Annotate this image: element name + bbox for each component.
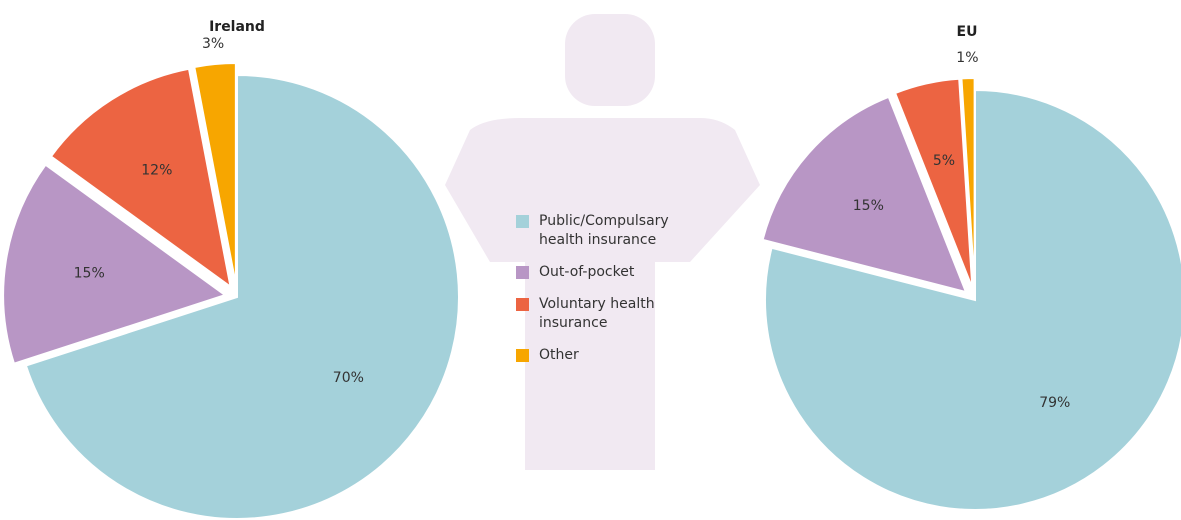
legend: Public/Compulsary health insurance Out-of… xyxy=(516,212,686,378)
slice-label: 79% xyxy=(1039,395,1070,411)
legend-label: Voluntary health insurance xyxy=(539,296,655,331)
legend-label: Other xyxy=(539,347,579,363)
pie-slice xyxy=(2,163,228,365)
legend-swatch xyxy=(516,349,529,362)
pie-slice xyxy=(24,73,460,520)
chart-title: EU xyxy=(957,24,978,40)
background-figure xyxy=(445,14,760,470)
slice-label: 1% xyxy=(956,50,978,66)
legend-item: Public/Compulsary health insurance xyxy=(516,212,686,250)
legend-swatch xyxy=(516,215,529,228)
legend-item: Out-of-pocket xyxy=(516,263,686,282)
slice-label: 12% xyxy=(141,163,172,179)
legend-swatch xyxy=(516,266,529,279)
pie-slice xyxy=(893,77,974,289)
legend-label: Out-of-pocket xyxy=(539,264,635,280)
pie-slice xyxy=(764,88,1181,511)
legend-swatch xyxy=(516,298,529,311)
legend-label: Public/Compulsary health insurance xyxy=(539,213,669,248)
chart-title: Ireland xyxy=(209,19,265,35)
legend-item: Voluntary health insurance xyxy=(516,295,686,333)
slice-label: 15% xyxy=(853,198,884,214)
legend-item: Other xyxy=(516,346,686,365)
pie-slice xyxy=(49,67,233,290)
pie-slice xyxy=(193,62,237,286)
slice-label: 70% xyxy=(333,370,364,386)
slice-label: 3% xyxy=(202,36,224,52)
pie-slice xyxy=(761,95,968,294)
slice-label: 15% xyxy=(74,266,105,282)
slice-label: 5% xyxy=(933,153,955,169)
pie-slice xyxy=(960,77,976,289)
